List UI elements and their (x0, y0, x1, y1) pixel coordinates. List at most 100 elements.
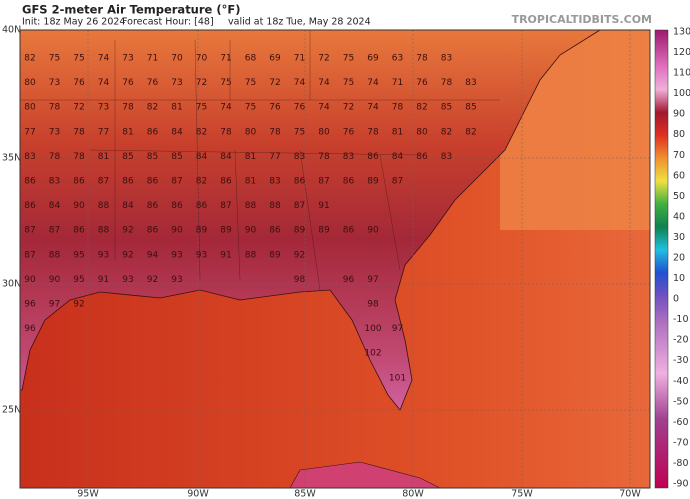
colorbar (654, 29, 669, 489)
station-temp: 83 (269, 177, 280, 187)
colorbar-label: 50 (673, 191, 685, 202)
station-temp: 92 (73, 300, 84, 310)
station-temp: 81 (98, 152, 109, 162)
station-temp: 78 (49, 152, 61, 162)
station-temp: 91 (318, 201, 329, 211)
station-temp: 82 (465, 127, 476, 137)
station-temp: 97 (367, 275, 378, 285)
station-temp: 76 (416, 78, 428, 88)
map-frame (19, 29, 651, 489)
station-temp: 88 (245, 250, 257, 260)
station-temp: 93 (171, 275, 182, 285)
station-temp: 87 (24, 226, 35, 236)
cuba (289, 461, 441, 489)
lon-label: 95W (77, 489, 99, 499)
station-temp: 68 (245, 54, 257, 64)
station-temp: 85 (441, 103, 452, 113)
station-temp: 75 (73, 54, 84, 64)
station-temp: 74 (318, 103, 330, 113)
station-temp: 93 (122, 275, 133, 285)
station-temp: 69 (269, 54, 281, 64)
station-temp: 98 (367, 300, 379, 310)
station-temp: 73 (171, 78, 182, 88)
station-temp: 71 (220, 54, 231, 64)
station-temp: 75 (245, 103, 256, 113)
station-temp: 72 (343, 103, 354, 113)
graticule (20, 30, 650, 488)
station-temp: 95 (73, 275, 84, 285)
station-temp: 85 (122, 152, 133, 162)
station-temp: 84 (49, 201, 61, 211)
station-temp: 76 (343, 127, 355, 137)
station-temp: 83 (441, 152, 452, 162)
station-temp: 89 (367, 177, 379, 187)
colorbar-label: 40 (673, 211, 685, 222)
station-temp: 75 (245, 78, 256, 88)
station-temp: 78 (367, 127, 379, 137)
station-temp: 75 (196, 103, 207, 113)
station-temp: 76 (122, 78, 134, 88)
station-temp: 86 (343, 177, 355, 187)
borders (20, 30, 500, 291)
station-temp: 92 (147, 275, 158, 285)
colorbar-label: 0 (673, 294, 679, 305)
colorbar-label: 90 (673, 109, 685, 120)
colorbar-label: 110 (673, 68, 690, 79)
station-temp: 78 (49, 103, 61, 113)
station-temp: 87 (98, 177, 109, 187)
station-temp: 81 (245, 152, 256, 162)
station-temp: 89 (196, 226, 208, 236)
station-temp: 82 (196, 127, 207, 137)
station-temp: 92 (122, 250, 133, 260)
station-temp: 87 (220, 201, 231, 211)
colorbar-label: 60 (673, 170, 685, 181)
station-temp: 90 (367, 226, 379, 236)
station-temp: 102 (364, 349, 381, 359)
station-temp: 80 (318, 127, 330, 137)
station-temp: 69 (367, 54, 379, 64)
lon-label: 85W (294, 489, 316, 499)
station-temp: 89 (269, 250, 281, 260)
station-temp: 90 (245, 226, 257, 236)
station-temp: 88 (98, 226, 110, 236)
station-temp: 80 (24, 78, 36, 88)
station-temp: 75 (343, 54, 354, 64)
station-temp: 86 (122, 177, 134, 187)
station-temp: 101 (389, 373, 406, 383)
station-temp: 87 (392, 177, 403, 187)
station-temp: 87 (318, 177, 329, 187)
station-temp: 78 (220, 127, 232, 137)
lat-label: 30N (2, 279, 21, 290)
station-temp: 90 (171, 226, 183, 236)
station-temp: 86 (147, 127, 159, 137)
station-temp: 82 (416, 103, 427, 113)
station-temp: 86 (73, 177, 85, 187)
station-temp: 77 (24, 127, 35, 137)
station-temp: 86 (24, 201, 36, 211)
station-temp: 83 (24, 152, 35, 162)
station-temp: 86 (367, 152, 379, 162)
valid-time: valid at 18z Tue, May 28 2024 (228, 17, 371, 28)
station-temp: 92 (294, 250, 305, 260)
station-temp: 83 (294, 152, 305, 162)
station-temp: 73 (49, 127, 60, 137)
station-temp: 82 (24, 54, 35, 64)
station-temp: 93 (171, 250, 182, 260)
station-temp: 74 (98, 78, 110, 88)
station-temp: 76 (73, 78, 85, 88)
colorbar-label: -40 (673, 376, 689, 387)
station-temp: 86 (147, 226, 159, 236)
station-temp: 71 (294, 54, 305, 64)
station-temp: 75 (220, 78, 231, 88)
lon-label: 90W (187, 489, 209, 499)
station-temp: 86 (343, 226, 355, 236)
station-temp: 83 (441, 54, 452, 64)
colorbar-label: -60 (673, 417, 689, 428)
station-temp: 81 (392, 127, 403, 137)
station-temp: 82 (147, 103, 158, 113)
station-temp: 82 (196, 177, 207, 187)
station-temp: 82 (441, 127, 452, 137)
station-temp: 97 (392, 324, 403, 334)
station-temp: 70 (171, 54, 183, 64)
